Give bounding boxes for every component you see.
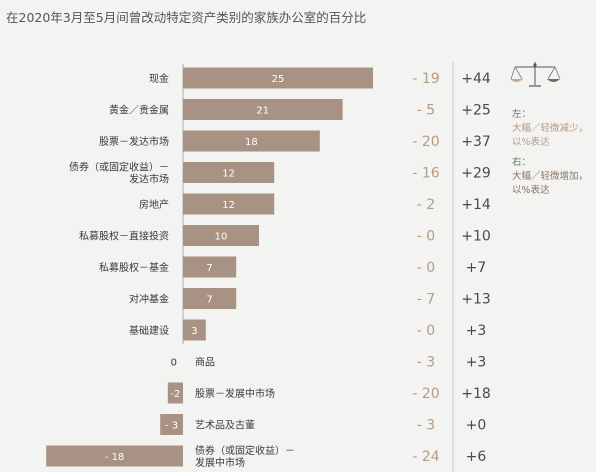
bar <box>183 162 275 183</box>
increase-value: +14 <box>461 197 491 213</box>
bar <box>46 445 184 467</box>
category-label-line: 现金 <box>149 72 169 85</box>
category-label-line: 发达市场 <box>129 173 169 186</box>
bar <box>183 99 343 120</box>
category-label-line: 艺术品及古董 <box>195 419 255 432</box>
legend-increase-line-1: 大幅／轻微增加， <box>512 171 589 182</box>
category-label: 现金 <box>149 72 169 85</box>
decrease-value: - 5 <box>417 103 435 119</box>
decrease-value: - 19 <box>412 71 439 87</box>
bar-value-label: - 3 <box>165 421 178 432</box>
bar <box>160 414 183 435</box>
category-label-line: 股票－发达市场 <box>99 135 169 148</box>
bar <box>183 225 259 246</box>
increase-value: +7 <box>466 260 487 276</box>
decrease-value: - 2 <box>417 197 435 213</box>
increase-value: +3 <box>466 355 487 371</box>
decrease-value: - 16 <box>412 166 439 182</box>
bar-value-label: - 18 <box>105 452 125 463</box>
legend-decrease-line-1: 大幅／轻微减少， <box>512 123 589 134</box>
category-label: 基础建设 <box>129 324 169 337</box>
bar-value-label: -2 <box>170 389 180 400</box>
category-label-line: 股票－发展中市场 <box>195 387 275 400</box>
increase-value: +3 <box>466 323 487 339</box>
increase-value: +10 <box>461 229 491 245</box>
category-label: 黄金／贵金属 <box>109 104 169 117</box>
category-label-line: 发展中市场 <box>195 456 245 469</box>
legend-increase-head: 右： <box>512 157 532 168</box>
category-label: 艺术品及古董 <box>195 419 255 432</box>
category-label-line: 债券（或固定收益）－ <box>195 444 295 457</box>
bar <box>183 319 206 341</box>
increase-value: +25 <box>461 103 491 119</box>
decrease-value: - 7 <box>417 292 435 308</box>
category-label-line: 黄金／贵金属 <box>109 104 169 117</box>
bar-value-label: 10 <box>215 232 228 243</box>
bar <box>167 382 183 404</box>
category-label: 商品 <box>195 356 215 369</box>
category-label: 私募股权－基金 <box>99 261 169 274</box>
category-label-line: 债券（或固定收益）－ <box>69 161 169 174</box>
category-label-line: 私募股权－直接投资 <box>79 230 169 243</box>
category-label: 股票－发达市场 <box>99 135 169 148</box>
bar-value-label: 7 <box>206 263 212 274</box>
category-label-line: 商品 <box>195 356 215 369</box>
increase-value: +44 <box>461 71 491 87</box>
category-label-line: 基础建设 <box>129 324 169 337</box>
decrease-value: - 0 <box>417 323 435 339</box>
increase-value: +0 <box>466 418 487 434</box>
bar-value-label: 3 <box>191 326 197 337</box>
legend-increase-line-2: 以%表达 <box>512 185 550 196</box>
bar <box>183 130 320 152</box>
category-label: 房地产 <box>139 198 169 211</box>
category-label: 对冲基金 <box>129 293 169 306</box>
category-label-line: 对冲基金 <box>129 293 169 306</box>
bar <box>183 288 237 309</box>
category-label: 债券（或固定收益）－发达市场 <box>69 161 169 186</box>
increase-value: +18 <box>461 386 491 402</box>
bar <box>183 67 373 89</box>
increase-value: +6 <box>466 449 487 465</box>
increase-value: +37 <box>461 134 491 150</box>
decrease-value: - 20 <box>412 134 439 150</box>
legend-decrease: 左： 大幅／轻微减少， 以%表达 <box>512 108 588 150</box>
bar-value-label: 12 <box>222 200 235 211</box>
legend-decrease-head: 左： <box>512 109 532 120</box>
category-label: 私募股权－直接投资 <box>79 230 169 243</box>
decrease-value: - 24 <box>412 449 439 465</box>
category-label: 债券（或固定收益）－发展中市场 <box>195 444 295 469</box>
bar-value-label: 18 <box>245 137 258 148</box>
legend-decrease-line-2: 以%表达 <box>512 137 550 148</box>
decrease-value: - 20 <box>412 386 439 402</box>
decrease-value: - 0 <box>417 229 435 245</box>
increase-value: +29 <box>461 166 491 182</box>
bar <box>183 193 275 215</box>
increase-value: +13 <box>461 292 491 308</box>
bar-value-label: 25 <box>272 74 285 85</box>
legend-increase: 右： 大幅／轻微增加， 以%表达 <box>512 156 588 198</box>
bar-value-label: 7 <box>206 295 212 306</box>
bar-value-label: 21 <box>256 106 269 117</box>
decrease-value: - 3 <box>417 355 435 371</box>
chart-title: 在2020年3月至5月间曾改动特定资产类别的家族办公室的百分比 <box>6 10 367 25</box>
category-label-line: 房地产 <box>139 198 169 211</box>
bar <box>183 256 237 278</box>
category-label-line: 私募股权－基金 <box>99 261 169 274</box>
decrease-value: - 3 <box>417 418 435 434</box>
decrease-value: - 0 <box>417 260 435 276</box>
balance-scale-icon <box>510 62 561 87</box>
bar-value-label: 12 <box>222 169 235 180</box>
category-label: 股票－发展中市场 <box>195 387 275 400</box>
bar-value-label: 0 <box>171 358 177 369</box>
